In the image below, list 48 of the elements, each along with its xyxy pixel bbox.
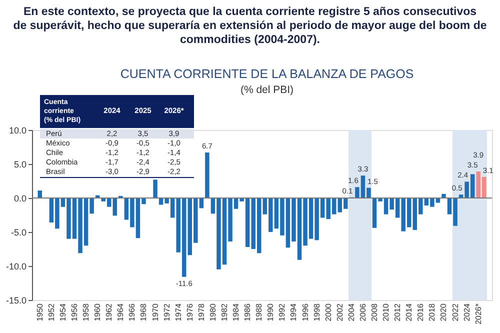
x-tick-label: 2018 (428, 302, 437, 322)
x-tick-label: 1956 (70, 302, 79, 322)
x-tick-label: 2008 (370, 302, 379, 322)
text: (% del PBI) (240, 84, 294, 96)
y-tick-label: -10.0 (6, 262, 26, 272)
y-tick-label: 5.0 (14, 160, 26, 170)
text: En este contexto, se proyecta que la cuenta corriente registre 5 años consecutivos de superávit, hecho que superaría en extensión al periodo de mayor auge del boom de commodities (2004-2007). (13, 6, 487, 46)
x-tick-label: 1994 (289, 302, 298, 322)
x-tick-label: 1962 (104, 302, 114, 322)
x-tick-label: 1958 (82, 302, 91, 322)
y-tick-label: -15.0 (6, 296, 26, 306)
x-tick-label: 2000 (324, 302, 333, 322)
x-tick-label: 1968 (139, 302, 148, 322)
chart-title: CUENTA CORRIENTE DE LA BALANZA DE PAGOS (120, 67, 414, 81)
x-tick-label: 1986 (243, 302, 252, 322)
x-tick-label: 1998 (312, 302, 322, 322)
x-tick-label: 1954 (58, 302, 68, 322)
x-tick-label: 1984 (232, 302, 241, 322)
x-tick-label: 1952 (46, 302, 56, 322)
x-tick-label: 2024 (462, 302, 472, 322)
x-tick-label: 2006 (358, 302, 368, 322)
y-tick-label: 0.0 (14, 194, 26, 204)
x-tick-label: 1960 (93, 302, 102, 322)
x-tick-label: 1974 (174, 302, 183, 322)
x-tick-label: 1966 (128, 302, 137, 322)
x-tick-label: 1996 (300, 302, 310, 322)
x-tick-label: 2026* (474, 304, 483, 324)
x-tick-label: 2010 (382, 302, 391, 322)
x-tick-label: 1980 (208, 302, 218, 322)
y-tick-label: 10.0 (8, 126, 26, 136)
x-tick-label: 2014 (404, 302, 414, 322)
x-tick-label: 1970 (150, 302, 160, 322)
x-tick-label: 2022 (450, 302, 460, 322)
x-tick-label: 1972 (162, 302, 172, 322)
x-tick-label: 2012 (393, 302, 402, 322)
x-tick-label: 1976 (185, 302, 194, 322)
x-tick-label: 1990 (266, 302, 276, 322)
x-tick-label: 1964 (116, 302, 126, 322)
x-tick-label: 2002 (335, 302, 344, 322)
x-tick-label: 2020 (439, 302, 448, 322)
x-tick-label: 2016 (416, 302, 426, 322)
x-tick-label: 1988 (254, 302, 264, 322)
x-tick-label: 1982 (220, 302, 229, 322)
x-tick-label: 2004 (346, 302, 356, 322)
y-tick-label: -5.0 (10, 228, 26, 238)
x-tick-label: 1992 (278, 302, 287, 322)
x-tick-label: 1950 (35, 302, 44, 322)
x-tick-label: 1978 (196, 302, 206, 322)
